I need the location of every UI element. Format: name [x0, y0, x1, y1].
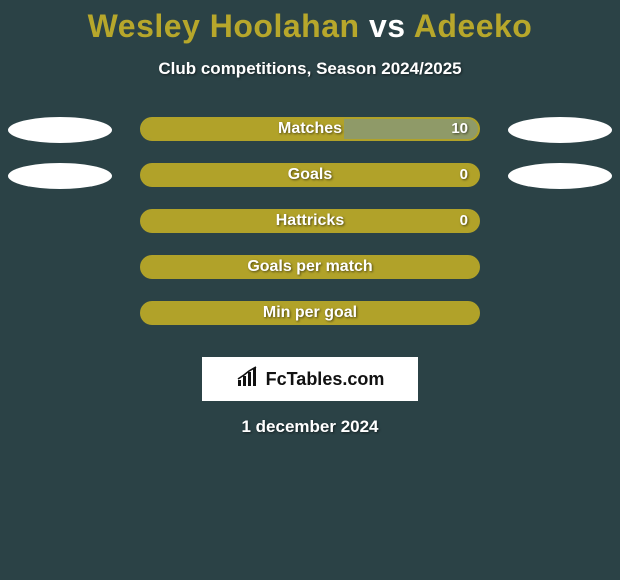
page-title: Wesley Hoolahan vs Adeeko [0, 0, 620, 45]
stat-label: Hattricks [142, 212, 478, 230]
stat-value: 10 [451, 120, 468, 137]
stat-row: Hattricks0 [0, 209, 620, 255]
stat-label: Goals per match [142, 258, 478, 276]
stat-bar: Min per goal [140, 301, 480, 325]
stat-label: Matches [142, 120, 478, 138]
brand-chart-icon [236, 366, 262, 393]
title-part: Wesley Hoolahan [88, 8, 360, 44]
stat-bar: Goals per match [140, 255, 480, 279]
player-left-marker [8, 117, 112, 143]
stat-value: 0 [460, 166, 468, 183]
stat-bar: Goals0 [140, 163, 480, 187]
stat-bar: Matches10 [140, 117, 480, 141]
stat-row: Goals0 [0, 163, 620, 209]
player-right-marker [508, 163, 612, 189]
stat-value: 0 [460, 212, 468, 229]
stat-row: Min per goal [0, 301, 620, 347]
subtitle: Club competitions, Season 2024/2025 [0, 59, 620, 79]
stat-rows: Matches10Goals0Hattricks0Goals per match… [0, 117, 620, 347]
brand-text: FcTables.com [266, 369, 385, 390]
player-right-marker [508, 117, 612, 143]
player-left-marker [8, 163, 112, 189]
stat-label: Goals [142, 166, 478, 184]
title-part: Adeeko [414, 8, 533, 44]
comparison-infographic: Wesley Hoolahan vs Adeeko Club competiti… [0, 0, 620, 580]
stat-label: Min per goal [142, 304, 478, 322]
date-label: 1 december 2024 [0, 417, 620, 437]
brand-badge: FcTables.com [202, 357, 418, 401]
stat-row: Goals per match [0, 255, 620, 301]
stat-bar: Hattricks0 [140, 209, 480, 233]
stat-row: Matches10 [0, 117, 620, 163]
title-part: vs [360, 8, 414, 44]
